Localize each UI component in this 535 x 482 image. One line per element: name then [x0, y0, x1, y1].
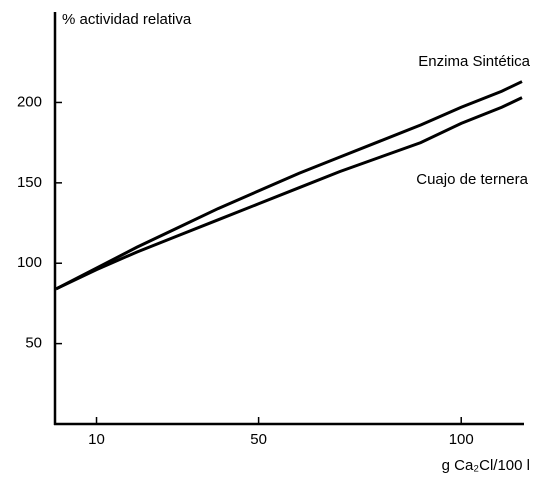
x-tick-label: 100: [449, 431, 474, 448]
x-tick-label: 50: [250, 431, 267, 448]
y-tick-label: 150: [17, 174, 42, 191]
series-line: [55, 80, 523, 291]
y-tick-label: 200: [17, 93, 42, 110]
y-tick-label: 50: [25, 335, 42, 352]
series-label: Enzima Sintética: [418, 53, 530, 70]
x-tick-label: 10: [88, 431, 105, 448]
y-tick-label: 100: [17, 254, 42, 271]
series-line: [55, 96, 523, 291]
x-axis-label: g Ca₂Cl/100 l: [442, 457, 530, 474]
y-axis-label: % actividad relativa: [62, 11, 192, 28]
series-label: Cuajo de ternera: [416, 171, 528, 188]
